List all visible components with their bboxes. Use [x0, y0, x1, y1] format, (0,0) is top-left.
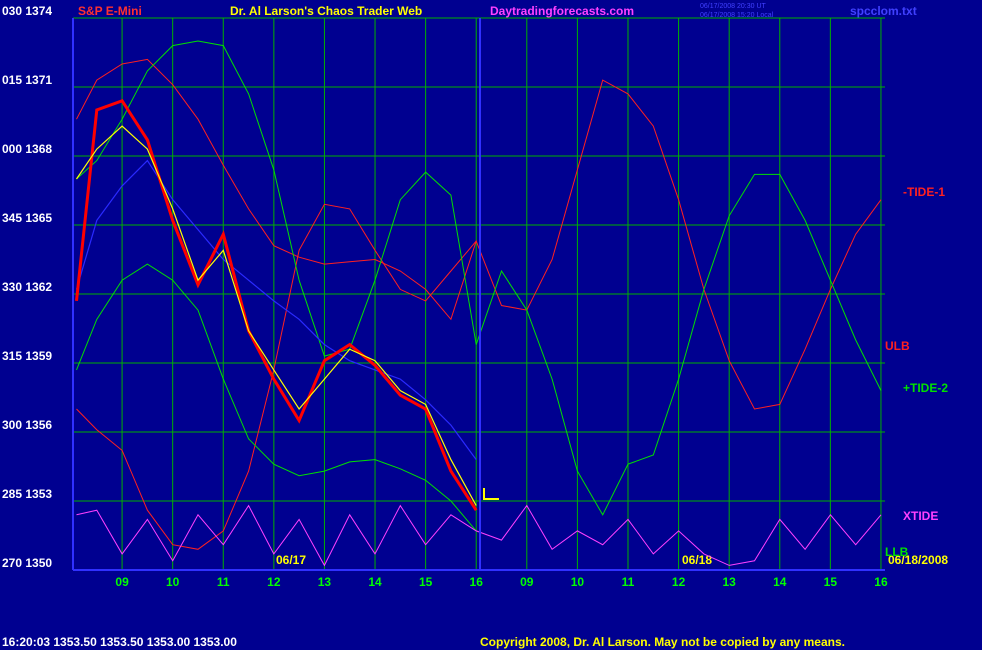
x-tick-label: 13 — [722, 575, 736, 589]
y-tick-label: 270 1350 — [2, 556, 52, 570]
status-line: 16:20:03 1353.50 1353.50 1353.00 1353.00 — [2, 635, 237, 649]
y-tick-label: 330 1362 — [2, 280, 52, 294]
y-tick-label: 345 1365 — [2, 211, 52, 225]
x-tick-label: 16 — [874, 575, 888, 589]
y-tick-label: 285 1353 — [2, 487, 52, 501]
y-tick-label: 030 1374 — [2, 4, 52, 18]
y-tick-label: 300 1356 — [2, 418, 52, 432]
website: Daytradingforecasts.com — [490, 4, 634, 18]
series-line — [76, 125, 477, 506]
x-tick-label: 15 — [419, 575, 433, 589]
x-tick-label: 12 — [267, 575, 281, 589]
y-tick-label: 000 1368 — [2, 142, 52, 156]
series-line — [76, 58, 882, 410]
series-line — [76, 40, 882, 516]
series-line — [75, 159, 477, 460]
y-tick-label: 315 1359 — [2, 349, 52, 363]
x-tick-label: 12 — [672, 575, 686, 589]
timestamp: 06/17/2008 15:20 Local — [700, 12, 774, 19]
x-tick-label: 10 — [166, 575, 180, 589]
x-tick-label: 11 — [217, 575, 230, 589]
plot — [75, 40, 882, 567]
x-tick-label: 16 — [470, 575, 484, 589]
series-label: ULB — [885, 339, 910, 353]
x-tick-label: 15 — [824, 575, 838, 589]
y-tick-label: 015 1371 — [2, 73, 52, 87]
series-label: LLB — [885, 545, 909, 559]
last-price-marker — [483, 488, 499, 500]
series-label: -TIDE-1 — [903, 185, 945, 199]
series-line — [75, 98, 478, 512]
chart-title: Dr. Al Larson's Chaos Trader Web — [230, 4, 422, 18]
day-label: 06/17 — [276, 553, 306, 567]
x-tick-label: 14 — [773, 575, 787, 589]
series-line — [76, 263, 477, 532]
x-tick-label: 14 — [368, 575, 382, 589]
x-tick-label: 10 — [571, 575, 585, 589]
series-line — [76, 504, 882, 567]
x-tick-label: 11 — [622, 575, 635, 589]
x-tick-label: 13 — [318, 575, 332, 589]
copyright: Copyright 2008, Dr. Al Larson. May not b… — [480, 635, 845, 649]
series-label: +TIDE-2 — [903, 381, 948, 395]
series-label: XTIDE — [903, 509, 938, 523]
end-date: 06/18/2008 — [888, 553, 948, 567]
day-label: 06/18 — [682, 553, 712, 567]
x-tick-label: 09 — [115, 575, 129, 589]
symbol: S&P E-Mini — [78, 4, 142, 18]
file-name: spcclom.txt — [850, 4, 917, 18]
x-tick-label: 09 — [520, 575, 534, 589]
timestamp: 06/17/2008 20:30 UT — [700, 3, 766, 10]
